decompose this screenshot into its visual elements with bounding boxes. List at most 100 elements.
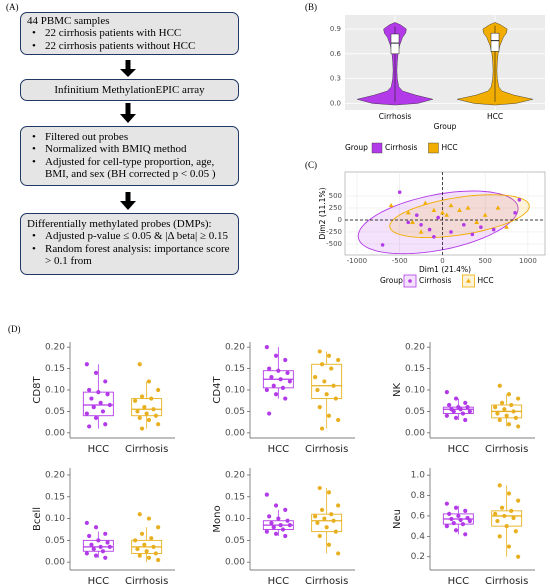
point [513, 529, 518, 534]
confidence-ellipse [357, 190, 519, 255]
point [513, 415, 518, 420]
point [432, 234, 436, 239]
point [458, 407, 463, 412]
legend-label: HCC [441, 143, 457, 152]
point [326, 353, 332, 358]
point [333, 396, 338, 401]
y-tick-label: 0.4 [411, 532, 426, 542]
point [273, 392, 279, 397]
point [146, 417, 152, 423]
x-tick-label: 0 [440, 257, 444, 265]
point [497, 417, 502, 423]
point [139, 426, 145, 431]
point [462, 222, 466, 227]
point [495, 411, 500, 416]
point [497, 534, 502, 539]
point [504, 413, 509, 418]
x-tick-label: Cirrhosis [379, 112, 412, 121]
x-tick-label: HCC [268, 576, 290, 587]
point [451, 520, 456, 526]
point [107, 402, 112, 408]
point [506, 422, 512, 427]
point [414, 213, 419, 217]
point [317, 349, 322, 354]
point [151, 407, 156, 412]
x-tick-label: Cirrhosis [485, 444, 528, 455]
point [144, 411, 149, 416]
point [495, 518, 500, 524]
point [405, 210, 411, 215]
point [91, 405, 96, 410]
point [465, 205, 471, 210]
point [451, 409, 456, 414]
x-tick-label: HCC [268, 444, 290, 455]
point [463, 532, 468, 537]
y-tick-label: 0.00 [45, 558, 65, 568]
y-tick-label: 0.15 [45, 364, 65, 374]
point [326, 413, 332, 418]
point [336, 417, 341, 423]
legend-swatch [371, 142, 383, 154]
y-tick-label: 0.15 [405, 364, 425, 374]
point [287, 523, 292, 528]
y-tick-label: 0.15 [45, 492, 65, 502]
point [324, 392, 329, 397]
point [444, 390, 449, 395]
box-item: Random forest analysis: importance score… [27, 243, 232, 268]
point [467, 518, 472, 524]
x-tick-label: Cirrhosis [485, 576, 528, 587]
point [457, 207, 462, 212]
point [453, 415, 459, 420]
y-tick-label: 0.10 [225, 386, 245, 396]
box-item: Filtered out probes [27, 131, 232, 144]
point [317, 533, 322, 539]
point [103, 555, 108, 560]
point [156, 557, 161, 563]
x-tick-label: Cirrhosis [305, 444, 348, 455]
y-axis-label: Neu [392, 509, 403, 529]
legend-label: Cirrhosis [385, 143, 418, 152]
box-title: Infinitium MethylationEPIC array [54, 84, 205, 96]
point [448, 202, 454, 208]
point [98, 544, 103, 549]
point [495, 205, 501, 210]
point [509, 402, 514, 408]
point [283, 507, 288, 512]
point [499, 400, 505, 405]
point [287, 379, 292, 384]
point [460, 411, 466, 416]
point [153, 413, 158, 418]
point [397, 190, 402, 194]
point [447, 402, 452, 408]
point [137, 553, 142, 558]
point [516, 424, 521, 429]
point [283, 357, 288, 363]
flow-box: Infinitium MethylationEPIC array [20, 79, 239, 102]
point [324, 525, 329, 530]
y-tick-label: 0.05 [405, 407, 425, 417]
point [87, 533, 92, 539]
point [516, 498, 521, 503]
point [463, 400, 468, 405]
point [458, 517, 463, 523]
point [440, 210, 445, 215]
point [276, 368, 281, 373]
point [511, 409, 516, 414]
point [474, 219, 480, 224]
point [499, 505, 505, 510]
point [444, 413, 449, 418]
point [331, 383, 336, 388]
point [493, 511, 498, 516]
flow-box: 44 PBMC samples 22 cirrhosis patients wi… [20, 12, 239, 56]
point [142, 405, 147, 410]
y-tick-label: 0.00 [225, 428, 245, 438]
x-tick-label: HCC [487, 112, 503, 121]
x-tick-label: -1000 [347, 257, 367, 265]
point [506, 544, 512, 549]
point [313, 514, 318, 519]
point [103, 422, 108, 427]
point [516, 396, 521, 401]
x-tick-label: HCC [448, 444, 470, 455]
x-tick-label: Cirrhosis [125, 576, 168, 587]
